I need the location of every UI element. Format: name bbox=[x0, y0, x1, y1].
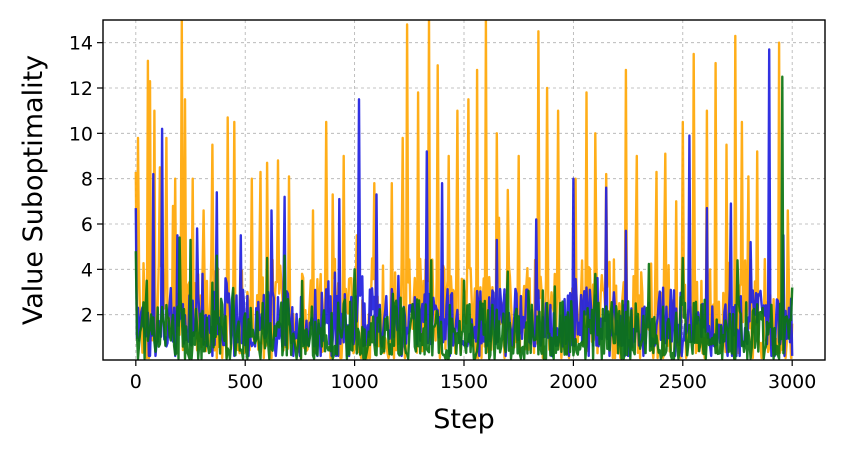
y-tick-label: 12 bbox=[69, 78, 93, 100]
y-axis: 2 4 6 8 10 12 14 bbox=[69, 33, 103, 327]
x-tick-label: 0 bbox=[130, 371, 142, 393]
y-tick-label: 14 bbox=[69, 33, 93, 55]
plot-area bbox=[134, 20, 794, 360]
x-tick-label: 1000 bbox=[330, 371, 378, 393]
y-tick-label: 2 bbox=[81, 305, 93, 327]
x-tick-label: 1500 bbox=[440, 371, 488, 393]
series-line-3 bbox=[134, 75, 794, 360]
y-tick-label: 4 bbox=[81, 259, 93, 281]
y-tick-label: 8 bbox=[81, 169, 93, 191]
x-tick-label: 500 bbox=[227, 371, 263, 393]
y-tick-label: 10 bbox=[69, 123, 93, 145]
x-axis-label: Step bbox=[433, 404, 494, 435]
y-axis-label: Value Suboptimality bbox=[18, 55, 49, 325]
series-layer bbox=[134, 20, 794, 360]
x-tick-label: 2000 bbox=[549, 371, 597, 393]
y-tick-label: 6 bbox=[81, 214, 93, 236]
x-axis: 0 500 1000 1500 2000 2500 3000 bbox=[130, 360, 816, 393]
x-tick-label: 3000 bbox=[768, 371, 816, 393]
x-tick-label: 2500 bbox=[659, 371, 707, 393]
